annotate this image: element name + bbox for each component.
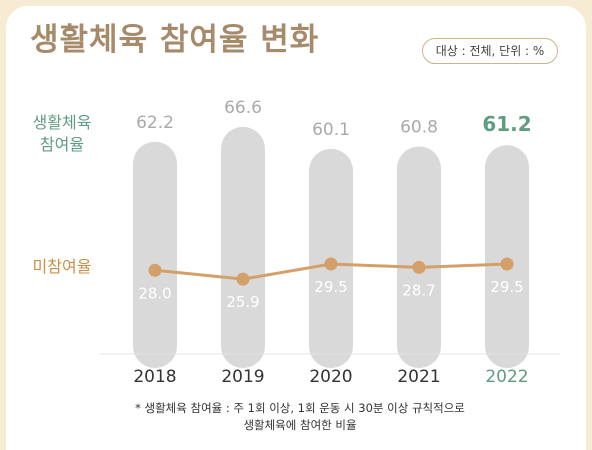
x-tick-label-2021: 2021	[397, 367, 440, 387]
bar-value-label-2019: 66.6	[224, 98, 262, 118]
footnote: * 생활체육 참여율 : 주 1회 이상, 1회 운동 시 30분 이상 규칙적…	[60, 400, 540, 434]
line-point-2018	[148, 263, 162, 277]
x-tick-label-2020: 2020	[309, 367, 352, 387]
legend-participation-line1: 생활체육	[32, 113, 92, 132]
x-tick-label-2019: 2019	[221, 367, 264, 387]
legend-participation-line2: 참여율	[39, 135, 85, 154]
line-value-label-2018: 28.0	[138, 284, 171, 302]
chart-title: 생활체육 참여율 변화	[30, 22, 320, 58]
bar-2018	[133, 141, 177, 368]
line-value-label-2020: 29.5	[314, 278, 347, 296]
line-point-2020	[324, 257, 338, 271]
bar-2019	[221, 126, 265, 368]
bar-value-label-2020: 60.1	[312, 120, 350, 140]
line-point-2022	[500, 257, 514, 271]
line-value-label-2022: 29.5	[490, 278, 523, 296]
footnote-line-1: * 생활체육 참여율 : 주 1회 이상, 1회 운동 시 30분 이상 규칙적…	[135, 401, 465, 415]
bar-value-label-2022: 61.2	[482, 112, 531, 136]
line-value-label-2019: 25.9	[226, 293, 259, 311]
line-point-2021	[412, 260, 426, 274]
line-value-label-2021: 28.7	[402, 281, 435, 299]
bar-value-label-2018: 62.2	[136, 113, 174, 133]
bar-2022	[485, 145, 529, 368]
bar-value-label-2021: 60.8	[400, 117, 438, 137]
line-point-2019	[236, 272, 250, 286]
x-tick-label-2022: 2022	[485, 367, 528, 387]
bar-2021	[397, 146, 441, 368]
unit-badge: 대상 : 전체, 단위 : %	[422, 38, 558, 64]
footnote-line-2: 생활체육에 참여한 비율	[243, 418, 357, 432]
x-tick-label-2018: 2018	[133, 367, 176, 387]
legend-participation: 생활체육 참여율	[20, 112, 104, 156]
legend-non-participation: 미참여율	[32, 257, 92, 276]
